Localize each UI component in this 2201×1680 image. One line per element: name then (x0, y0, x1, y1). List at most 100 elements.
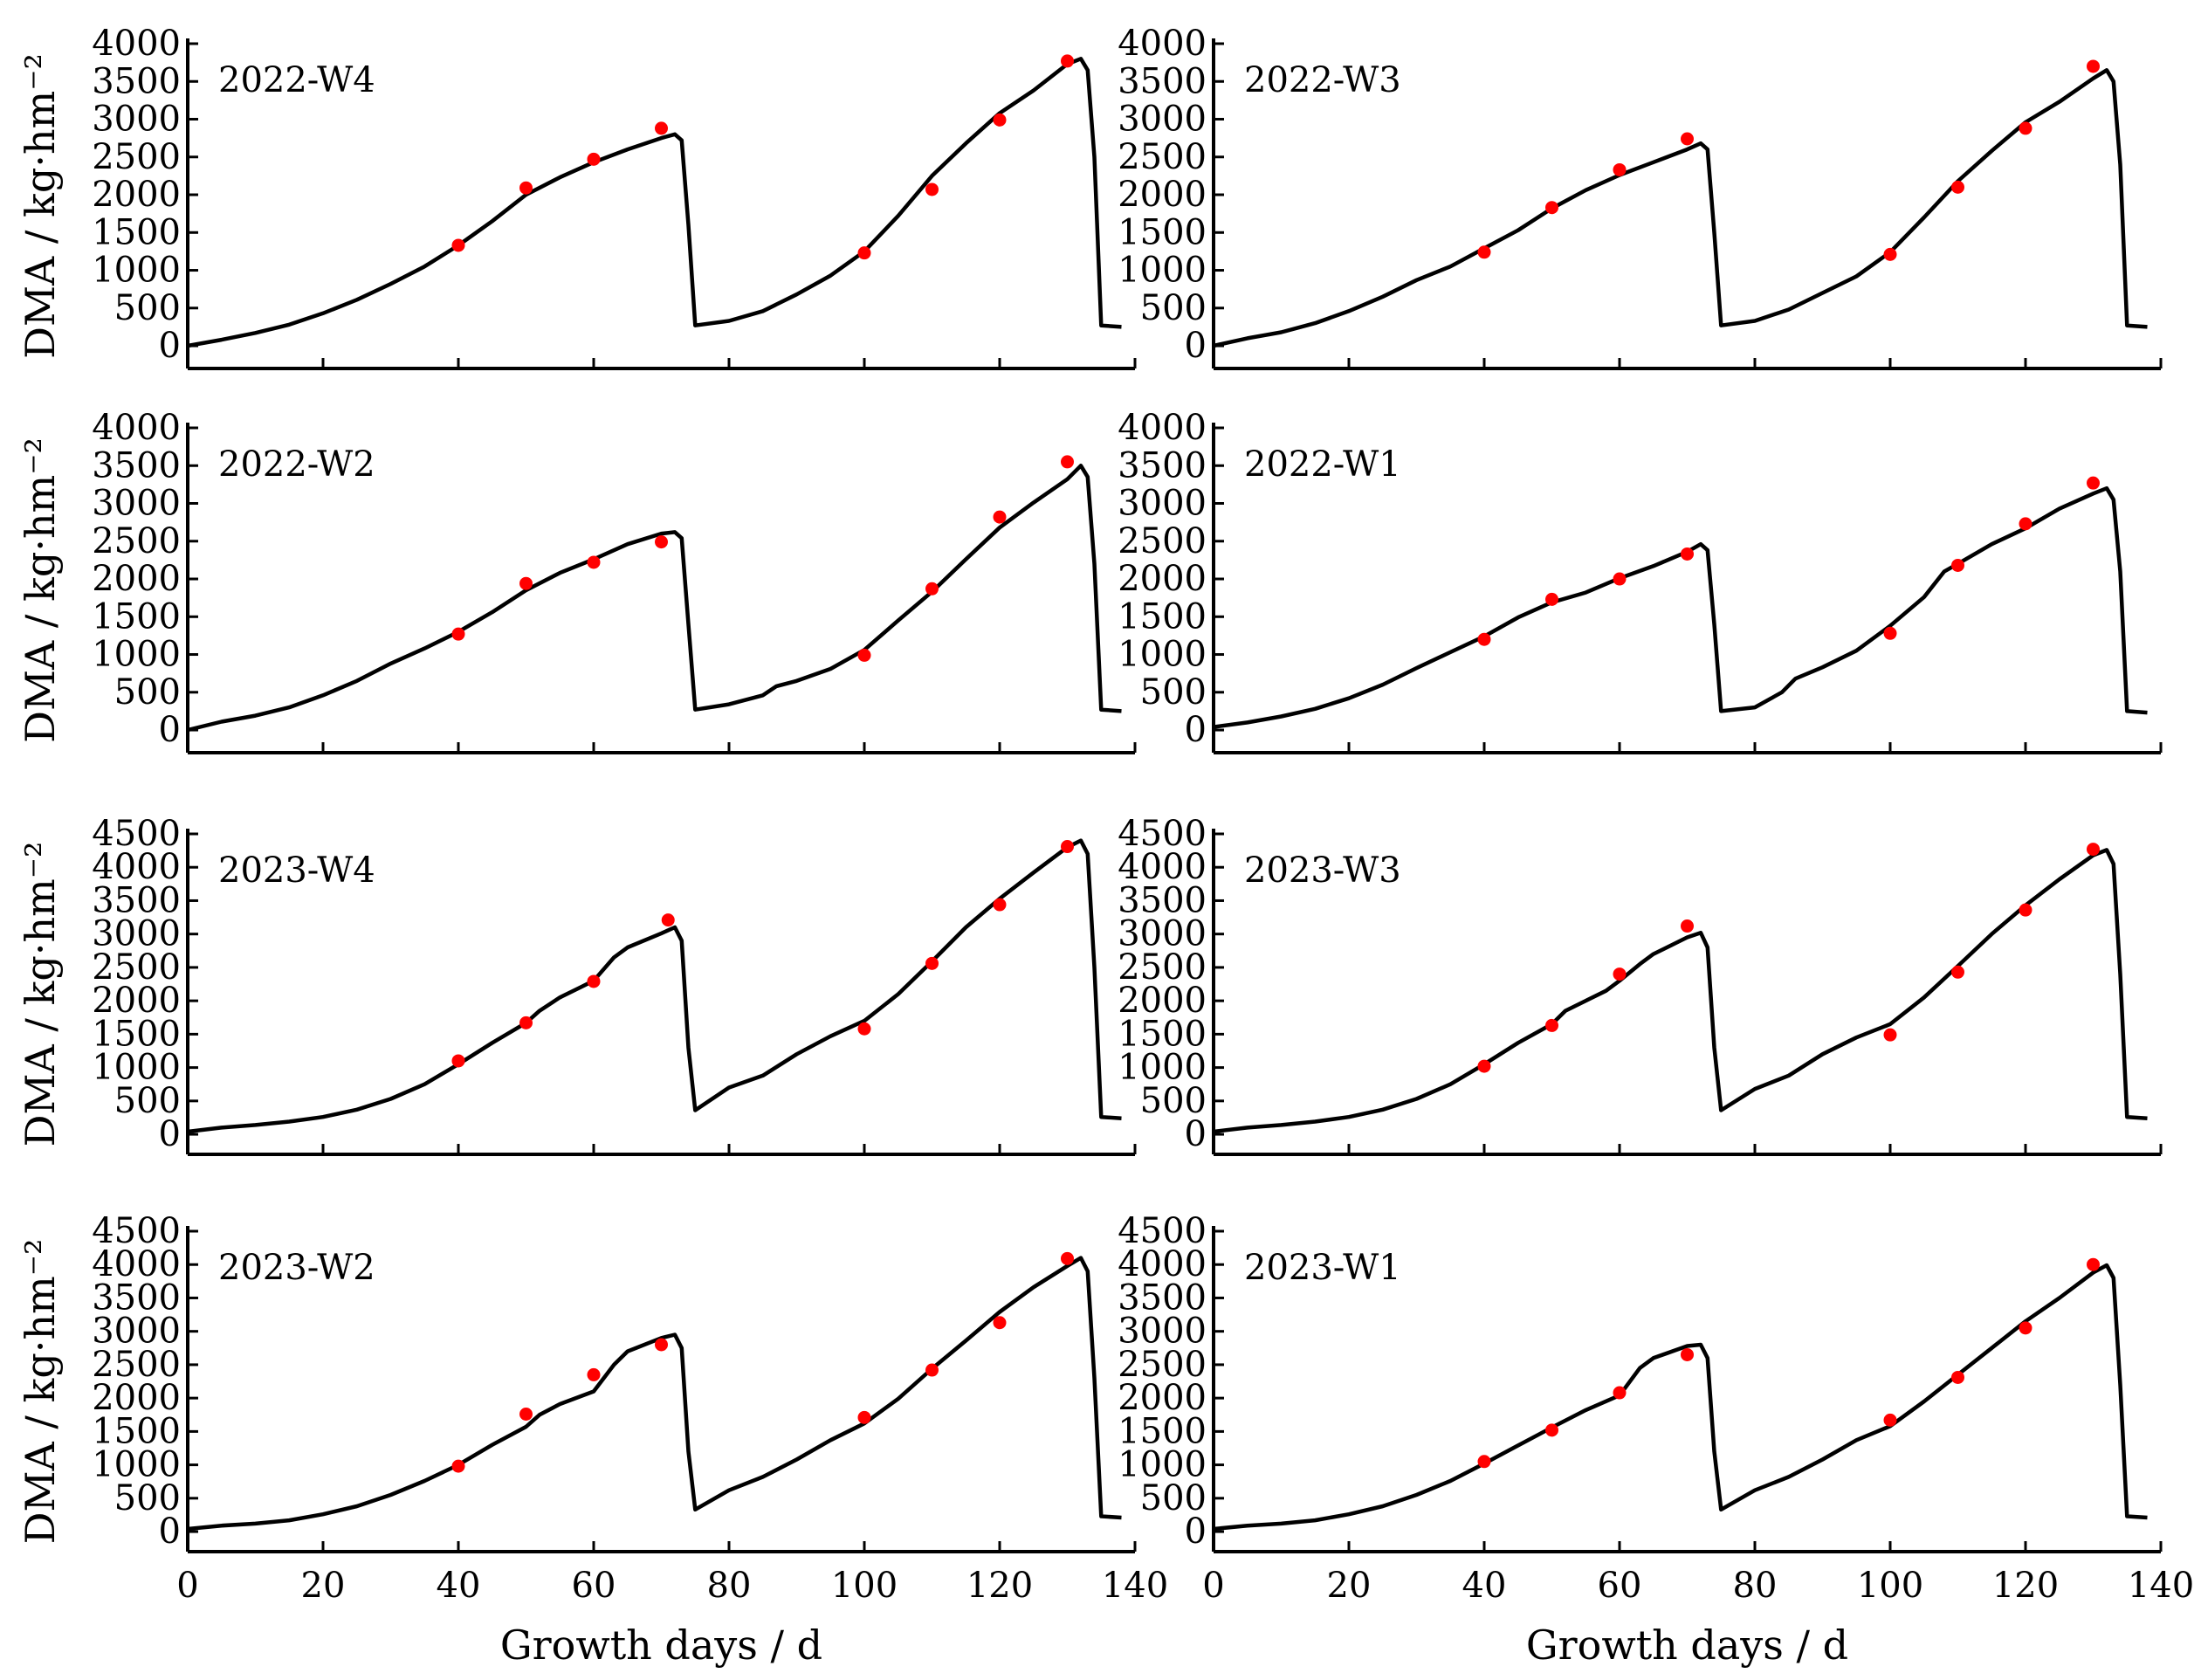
simulated-line (1213, 1263, 2148, 1532)
y-tick-label: 1500 (1118, 596, 1207, 637)
y-tick-label: 2500 (1118, 947, 1207, 988)
x-tick-label: 60 (572, 1566, 616, 1606)
panel-title: 2022-W4 (218, 60, 375, 100)
observed-point (655, 535, 668, 549)
y-tick-label: 1000 (92, 635, 181, 675)
y-tick-label: 500 (1140, 1478, 1207, 1518)
y-tick-label: 1500 (1118, 1014, 1207, 1054)
observed-point (1883, 626, 1897, 640)
x-tick-label: 0 (1202, 1566, 1224, 1606)
observed-point (2019, 517, 2032, 531)
observed-point (587, 555, 601, 569)
observed-point (1951, 558, 1964, 572)
x-tick-label: 40 (1462, 1566, 1507, 1606)
y-axis-title: DMA / kg·hm⁻² (17, 1239, 64, 1545)
observed-point (2019, 1321, 2032, 1335)
observed-point (1061, 54, 1074, 68)
y-tick-label: 2500 (1118, 137, 1207, 177)
observed-point (1477, 245, 1491, 259)
y-tick-label: 3500 (1118, 61, 1207, 101)
y-tick-label: 3000 (92, 1312, 181, 1352)
panel-title: 2023-W4 (218, 850, 375, 891)
observed-point (1681, 547, 1694, 561)
y-tick-label: 3000 (1118, 914, 1207, 954)
y-tick-label: 4000 (92, 847, 181, 887)
observed-point (519, 1016, 533, 1029)
observed-point (993, 510, 1007, 524)
observed-point (925, 956, 939, 970)
y-tick-label: 500 (114, 288, 181, 328)
panel-title: 2023-W3 (1244, 850, 1401, 891)
y-tick-label: 3500 (92, 1277, 181, 1318)
panels-group: 050010001500200025003000350040002022-W4D… (17, 24, 2194, 1669)
simulated-line (1213, 848, 2148, 1134)
observed-point (1951, 1370, 1964, 1384)
observed-point (1061, 1251, 1074, 1265)
observed-point (519, 181, 533, 195)
x-tick-label: 120 (966, 1566, 1033, 1606)
x-tick-label: 140 (1102, 1566, 1168, 1606)
observed-point (1883, 247, 1897, 261)
y-tick-label: 3500 (1118, 445, 1207, 485)
observed-point (661, 913, 675, 927)
simulated-line (187, 57, 1122, 348)
y-tick-label: 2500 (92, 521, 181, 561)
y-tick-label: 3000 (92, 484, 181, 524)
observed-point (1613, 572, 1627, 586)
observed-point (2087, 1257, 2100, 1271)
y-tick-label: 0 (159, 710, 181, 750)
observed-point (1951, 180, 1964, 194)
observed-point (1883, 1413, 1897, 1427)
y-tick-label: 4500 (92, 1211, 181, 1251)
observed-point (1681, 1347, 1694, 1361)
y-tick-label: 2000 (92, 981, 181, 1021)
y-tick-label: 2000 (1118, 1378, 1207, 1418)
y-tick-label: 1000 (1118, 635, 1207, 675)
observed-point (1545, 592, 1558, 606)
observed-point (587, 152, 601, 166)
y-tick-label: 3000 (1118, 1312, 1207, 1352)
panel-title: 2022-W2 (218, 444, 375, 485)
observed-point (1951, 965, 1964, 979)
y-tick-label: 3000 (92, 100, 181, 140)
simulated-line (187, 838, 1122, 1134)
observed-point (857, 246, 871, 260)
y-tick-label: 2000 (92, 175, 181, 215)
y-tick-label: 2000 (1118, 981, 1207, 1021)
observed-point (993, 113, 1007, 127)
y-tick-label: 2000 (1118, 175, 1207, 215)
simulated-line (187, 1256, 1122, 1532)
observed-point (2087, 843, 2100, 857)
observed-point (1061, 840, 1074, 854)
observed-point (1545, 1423, 1558, 1437)
y-tick-label: 4500 (1118, 814, 1207, 854)
observed-point (925, 182, 939, 196)
observed-point (587, 1367, 601, 1381)
observed-point (1681, 919, 1694, 933)
y-tick-label: 2500 (92, 1345, 181, 1385)
simulated-line (187, 464, 1122, 733)
observed-point (451, 627, 465, 641)
y-tick-label: 500 (1140, 672, 1207, 713)
y-tick-label: 3000 (92, 914, 181, 954)
observed-point (587, 974, 601, 988)
observed-point (993, 1316, 1007, 1330)
y-tick-label: 0 (159, 1114, 181, 1154)
x-tick-label: 100 (831, 1566, 898, 1606)
observed-point (2087, 476, 2100, 490)
observed-point (1613, 1386, 1627, 1400)
x-tick-label: 40 (437, 1566, 481, 1606)
y-tick-label: 2500 (92, 137, 181, 177)
y-tick-label: 3000 (1118, 484, 1207, 524)
observed-point (1477, 632, 1491, 646)
panel-title: 2023-W1 (1244, 1248, 1401, 1288)
y-tick-label: 4000 (1118, 1244, 1207, 1284)
y-axis-title: DMA / kg·hm⁻² (17, 53, 64, 359)
y-tick-label: 4500 (1118, 1211, 1207, 1251)
observed-point (2019, 903, 2032, 917)
